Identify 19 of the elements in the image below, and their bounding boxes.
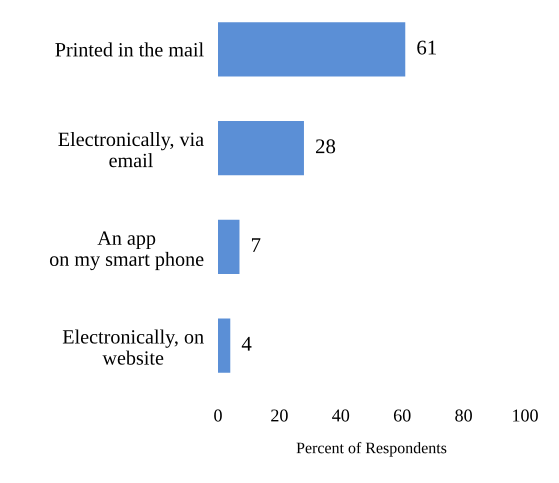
- x-tick-label: 60: [394, 409, 411, 422]
- bar: [218, 120, 304, 176]
- x-axis-title: Percent of Respondents: [296, 442, 446, 457]
- bar: [218, 318, 230, 373]
- x-tick-label: 40: [332, 409, 350, 422]
- x-tick-label: 100: [513, 409, 538, 422]
- x-tick-label: 0: [214, 409, 222, 422]
- x-tick-label: 80: [455, 409, 472, 422]
- data-label: 61: [417, 40, 436, 55]
- data-label: 7: [252, 238, 260, 252]
- data-label: 28: [316, 139, 336, 154]
- y-tick-label: Electronically, via email: [58, 132, 204, 168]
- bar: [218, 22, 406, 77]
- data-label: 4: [242, 336, 252, 351]
- y-tick-label: Electronically, on website: [62, 329, 204, 365]
- y-tick-label: Printed in the mail: [55, 42, 204, 57]
- bar: [218, 220, 240, 274]
- x-tick-label: 20: [271, 409, 288, 422]
- y-tick-label: An app on my smart phone: [50, 231, 204, 270]
